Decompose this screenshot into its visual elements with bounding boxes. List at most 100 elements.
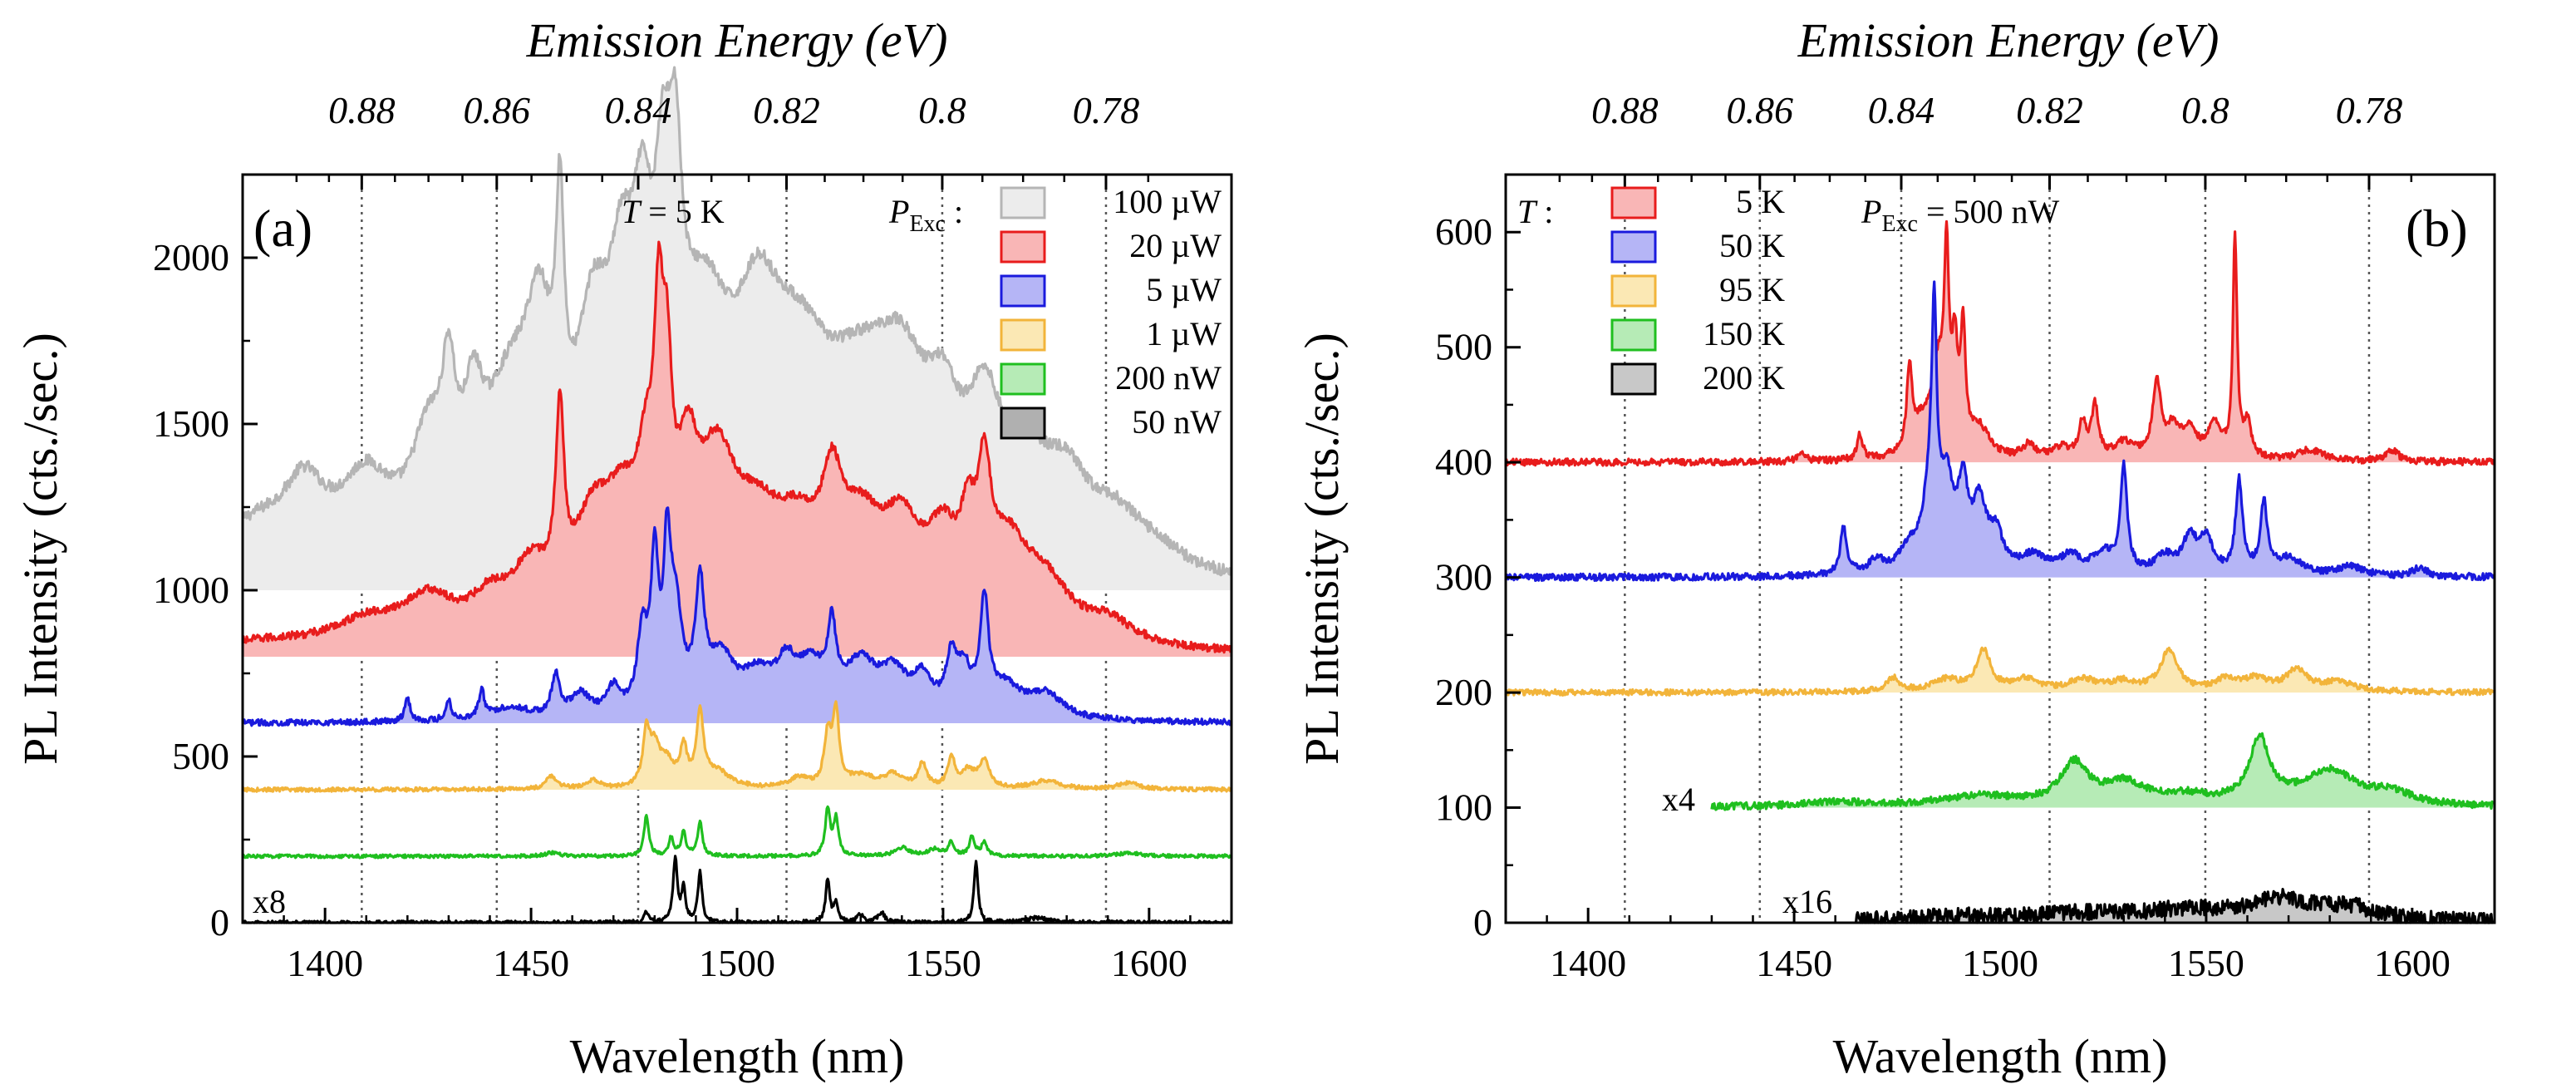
legend-a: 100 µW 20 µW 5 µW 1 µW 200 nW 50 nW bbox=[1000, 183, 1222, 441]
legend-label: 150 K bbox=[1703, 315, 1785, 352]
legend-swatch bbox=[1000, 318, 1046, 352]
power-value: = 500 nW bbox=[1918, 193, 2060, 230]
top-axis-title-b: Emission Energy (eV) bbox=[1797, 13, 2220, 67]
panel-label-a: (a) bbox=[253, 199, 312, 258]
power-annotation-b: PExc = 500 nW bbox=[1861, 193, 2060, 237]
top-tick-label: 0.82 bbox=[2016, 89, 2083, 131]
x-axis-title-a: Wavelength (nm) bbox=[570, 1029, 905, 1083]
series-fill bbox=[243, 242, 1231, 657]
top-tick-label: 0.78 bbox=[2336, 89, 2403, 131]
y-tick-label: 2000 bbox=[153, 236, 229, 278]
panel-a: 1400 1450 1500 1550 1600 0 500 1000 1500 2000 0.… bbox=[13, 13, 1233, 1083]
legend-swatch bbox=[1000, 186, 1046, 219]
x-tick-label: 1550 bbox=[2168, 942, 2244, 984]
top-tick-label: 0.8 bbox=[918, 89, 966, 131]
y-tick-label: 1500 bbox=[153, 402, 229, 445]
legend-label: 100 µW bbox=[1113, 183, 1222, 220]
top-tick-label: 0.84 bbox=[605, 89, 672, 131]
y-tick-label: 200 bbox=[1435, 671, 1492, 713]
power-subscript: Exc bbox=[1881, 211, 1918, 237]
series-line bbox=[242, 805, 1232, 860]
panel-label-b: (b) bbox=[2406, 199, 2468, 258]
y-tick-label: 0 bbox=[1473, 901, 1492, 944]
y-tick-label: 300 bbox=[1435, 556, 1492, 599]
y-axis-title-a: PL Intensity (cts./sec.) bbox=[13, 333, 67, 765]
temperature-colon: : bbox=[1536, 193, 1553, 230]
series-line bbox=[1504, 646, 2495, 697]
top-tick-label: 0.88 bbox=[328, 89, 396, 131]
x-tick-label: 1450 bbox=[493, 942, 569, 984]
temperature-annotation-a: T = 5 K bbox=[622, 193, 725, 230]
legend-label: 1 µW bbox=[1146, 315, 1222, 352]
legend-swatch bbox=[1000, 362, 1046, 396]
y-axis-title-b: PL Intensity (cts./sec.) bbox=[1295, 333, 1349, 765]
x-tick-label: 1500 bbox=[699, 942, 775, 984]
legend-label: 5 µW bbox=[1146, 271, 1222, 308]
scale-annotation-x8: x8 bbox=[253, 883, 286, 920]
power-symbol: P bbox=[1861, 193, 1881, 230]
top-axis-title-a: Emission Energy (eV) bbox=[526, 13, 948, 67]
x-tick-label: 1500 bbox=[1962, 942, 2038, 984]
series-line bbox=[1504, 280, 2495, 582]
legend-label: 95 K bbox=[1719, 271, 1785, 308]
series-fill bbox=[243, 507, 1231, 726]
legend-swatch bbox=[1610, 362, 1657, 396]
legend-label: 20 µW bbox=[1129, 227, 1222, 264]
legend-swatch bbox=[1610, 230, 1657, 264]
series-fill bbox=[243, 701, 1231, 792]
top-tick-label: 0.78 bbox=[1073, 89, 1140, 131]
power-subscript: Exc bbox=[909, 211, 946, 237]
power-colon: : bbox=[946, 193, 963, 230]
top-tick-label: 0.82 bbox=[753, 89, 820, 131]
series-line bbox=[1504, 219, 2495, 467]
legend-swatch bbox=[1000, 274, 1046, 308]
legend-swatch bbox=[1610, 274, 1657, 308]
temperature-value: = 5 K bbox=[640, 193, 725, 230]
series-line bbox=[1710, 732, 2495, 811]
legend-swatch bbox=[1610, 318, 1657, 352]
x-tick-label: 1550 bbox=[905, 942, 981, 984]
power-symbol: P bbox=[888, 193, 909, 230]
series-fill bbox=[1711, 733, 2494, 810]
y-tick-label: 500 bbox=[172, 735, 229, 777]
legend-b: 5 K 50 K 95 K 150 K 200 K bbox=[1610, 183, 1785, 397]
legend-label: 5 K bbox=[1736, 183, 1785, 220]
y-tick-label: 100 bbox=[1435, 786, 1492, 829]
y-tick-label: 0 bbox=[210, 901, 229, 944]
top-tick-label: 0.86 bbox=[1727, 89, 1794, 131]
series-line bbox=[241, 66, 1232, 577]
y-tick-label: 400 bbox=[1435, 441, 1492, 483]
temperature-annotation-b: T : bbox=[1517, 193, 1553, 230]
x-tick-label: 1600 bbox=[2374, 942, 2451, 984]
x-tick-label: 1400 bbox=[287, 942, 363, 984]
scale-annotation-x16: x16 bbox=[1782, 883, 1832, 920]
y-tick-label: 1000 bbox=[153, 569, 229, 611]
legend-swatch bbox=[1610, 186, 1657, 219]
power-annotation-a: PExc : bbox=[888, 193, 963, 237]
top-tick-label: 0.88 bbox=[1591, 89, 1659, 131]
x-tick-label: 1600 bbox=[1111, 942, 1187, 984]
panel-b: 1400 1450 1500 1550 1600 0 100 200 300 400 500 600… bbox=[1295, 13, 2496, 1083]
x-tick-label: 1450 bbox=[1756, 942, 1832, 984]
series-line bbox=[241, 506, 1231, 727]
legend-swatch bbox=[1000, 407, 1046, 440]
top-tick-label: 0.84 bbox=[1868, 89, 1935, 131]
scale-annotation-x4: x4 bbox=[1662, 781, 1695, 818]
y-tick-label: 500 bbox=[1435, 326, 1492, 368]
legend-label: 50 nW bbox=[1132, 403, 1222, 441]
top-tick-label: 0.86 bbox=[464, 89, 531, 131]
x-axis-title-b: Wavelength (nm) bbox=[1833, 1029, 2168, 1083]
legend-label: 200 K bbox=[1703, 359, 1785, 397]
legend-label: 200 nW bbox=[1115, 359, 1222, 397]
series-line bbox=[1854, 888, 2495, 924]
series-line bbox=[241, 240, 1232, 654]
top-tick-label: 0.8 bbox=[2181, 89, 2229, 131]
series-fill bbox=[1506, 648, 2494, 696]
x-tick-label: 1400 bbox=[1550, 942, 1626, 984]
legend-swatch bbox=[1000, 230, 1046, 264]
temperature-symbol: T bbox=[1517, 193, 1538, 230]
legend-label: 50 K bbox=[1719, 227, 1785, 264]
y-tick-label: 600 bbox=[1435, 210, 1492, 253]
series-line bbox=[241, 700, 1232, 793]
